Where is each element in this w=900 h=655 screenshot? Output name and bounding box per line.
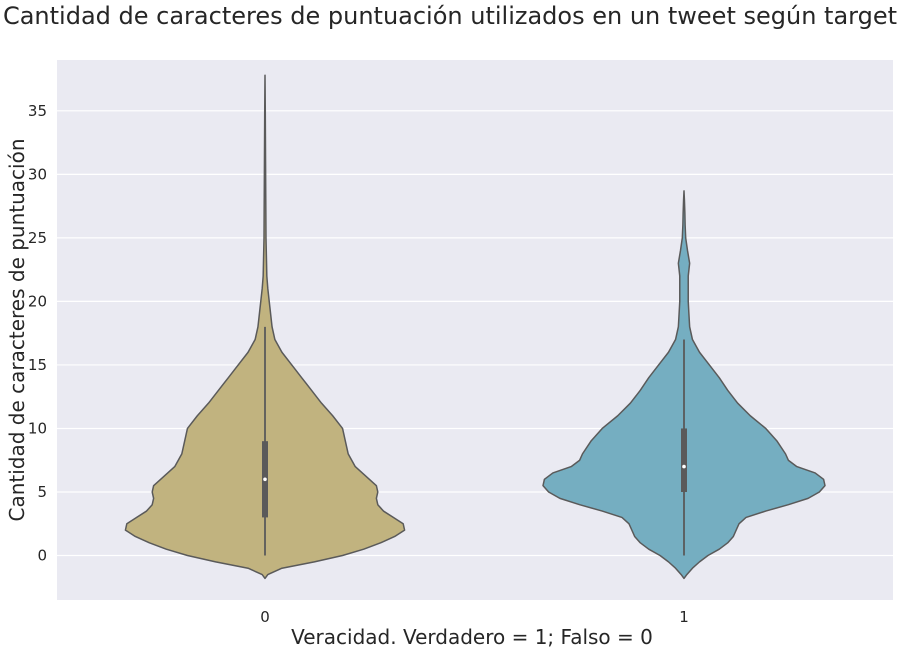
- y-tick-label: 5: [37, 483, 47, 501]
- violins: [124, 74, 826, 580]
- violin-median: [263, 477, 267, 482]
- y-axis-label: Cantidad de caracteres de puntuación: [5, 138, 29, 521]
- x-tick-label: 1: [679, 608, 689, 626]
- y-tick-label: 0: [37, 547, 47, 565]
- violin-median: [682, 464, 686, 469]
- y-tick-label: 30: [28, 165, 47, 183]
- chart-title: Cantidad de caracteres de puntuación uti…: [2, 2, 898, 30]
- x-tick-label: 0: [260, 608, 270, 626]
- y-tick-label: 15: [28, 356, 47, 374]
- grid-lines: [57, 110, 893, 557]
- y-tick-labels: 0 5 10 15 20 25 30 35: [28, 102, 47, 565]
- x-axis-label: Veracidad. Verdadero = 1; Falso = 0: [291, 625, 653, 649]
- y-tick-label: 10: [28, 419, 47, 437]
- y-tick-label: 35: [28, 102, 47, 120]
- y-tick-label: 25: [28, 229, 47, 247]
- y-tick-label: 20: [28, 292, 47, 310]
- violin-iqr-box: [681, 428, 687, 492]
